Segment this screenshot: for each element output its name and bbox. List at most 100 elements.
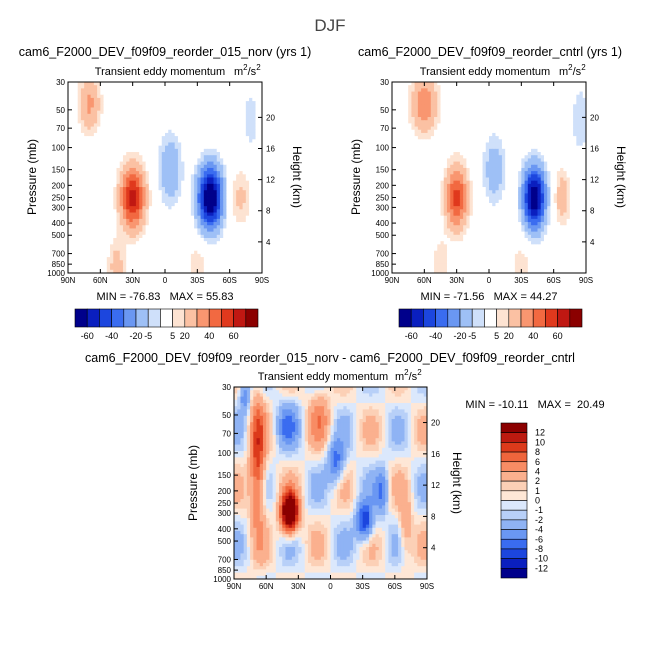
field-cell (106, 139, 111, 143)
field-cell (245, 158, 250, 162)
field-cell (200, 101, 205, 105)
field-cell (110, 136, 114, 140)
field-cell (408, 132, 412, 137)
field-cell (223, 196, 227, 201)
field-cell (171, 241, 176, 245)
field-cell (210, 193, 214, 197)
field-cell (87, 206, 92, 210)
field-cell (421, 123, 425, 127)
field-cell (139, 88, 143, 92)
field-cell (200, 247, 205, 252)
field-cell (453, 113, 458, 118)
field-cell (236, 126, 240, 131)
field-cell (469, 139, 474, 143)
field-cell (177, 253, 182, 258)
field-cell (239, 142, 243, 147)
field-cell (161, 177, 166, 182)
field-cell (93, 269, 98, 274)
field-cell (223, 145, 227, 150)
field-cell (113, 155, 117, 159)
field-cell (216, 247, 221, 252)
field-cell (249, 120, 253, 124)
field-cell (161, 104, 166, 108)
field-cell (242, 183, 247, 188)
field-cell (226, 85, 231, 89)
field-cell (139, 212, 143, 217)
field-cell (187, 209, 192, 213)
field-cell (71, 202, 75, 207)
field-cell (392, 142, 396, 147)
field-cell (84, 206, 88, 210)
field-cell (181, 139, 185, 143)
panel-2-field (392, 82, 587, 274)
field-cell (155, 139, 159, 143)
field-cell (547, 97, 551, 102)
field-cell (417, 120, 422, 124)
field-cell (184, 142, 189, 147)
field-cell (450, 110, 454, 115)
field-cell (582, 136, 587, 140)
field-cell (547, 136, 551, 140)
field-cell (563, 110, 567, 115)
field-cell (100, 209, 104, 213)
field-cell (521, 110, 525, 115)
field-cell (569, 94, 574, 99)
field-cell (100, 107, 104, 112)
field-cell (508, 132, 513, 137)
field-cell (155, 129, 159, 134)
field-cell (236, 97, 240, 102)
field-cell (203, 110, 208, 115)
field-cell (556, 97, 561, 102)
field-cell (148, 260, 153, 264)
field-cell (255, 91, 260, 96)
field-cell (181, 113, 185, 118)
field-cell (103, 171, 108, 175)
field-cell (177, 129, 182, 134)
field-cell (414, 85, 419, 89)
field-cell (226, 120, 231, 124)
field-cell (550, 126, 555, 131)
field-cell (437, 110, 441, 115)
field-cell (142, 113, 146, 118)
field-cell (463, 85, 467, 89)
field-cell (226, 94, 231, 99)
field-cell (116, 82, 121, 86)
field-cell (242, 234, 247, 239)
field-cell (90, 180, 95, 185)
field-cell (210, 222, 214, 226)
field-cell (252, 97, 256, 102)
field-cell (142, 110, 146, 115)
field-cell (71, 94, 75, 99)
field-cell (135, 190, 140, 194)
field-cell (414, 97, 419, 102)
field-cell (547, 129, 551, 134)
field-cell (145, 85, 150, 89)
field-cell (129, 129, 134, 134)
field-cell (106, 209, 111, 213)
field-cell (498, 145, 503, 150)
field-cell (479, 123, 483, 127)
field-cell (401, 139, 406, 143)
field-cell (68, 152, 72, 156)
field-cell (184, 177, 189, 182)
field-cell (401, 85, 406, 89)
field-cell (236, 148, 240, 153)
field-cell (139, 117, 143, 121)
field-cell (116, 196, 121, 201)
field-cell (80, 266, 85, 271)
field-cell (226, 101, 231, 105)
field-cell (226, 174, 231, 178)
field-cell (142, 97, 146, 102)
y-tick-label: 250 (52, 193, 66, 202)
y-tick-label: 50 (56, 106, 65, 115)
field-cell (90, 104, 95, 108)
field-cell (459, 126, 464, 131)
field-cell (168, 132, 172, 137)
field-cell (213, 269, 218, 274)
field-cell (537, 126, 542, 131)
right-tick-label: 20 (266, 113, 275, 122)
field-cell (68, 225, 72, 229)
field-cell (434, 117, 438, 121)
field-cell (110, 225, 114, 229)
field-cell (229, 113, 234, 118)
